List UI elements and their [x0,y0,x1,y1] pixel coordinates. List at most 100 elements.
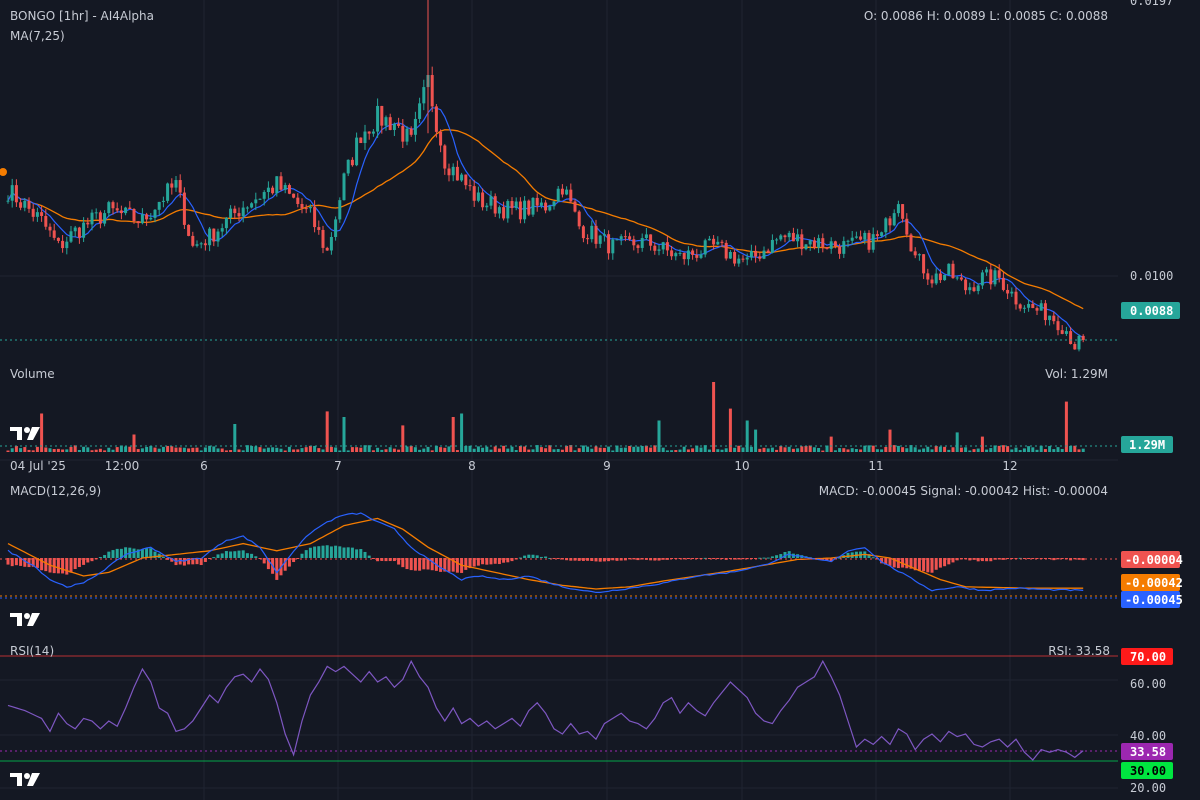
volume-bar [262,448,266,452]
volume-bar [258,447,262,452]
candle-body [317,227,321,230]
volume-bar [926,446,930,452]
volume-bar [111,449,115,452]
macd-histogram-bar [388,558,392,562]
macd-histogram-bar [497,558,501,565]
rsi-pane[interactable] [0,655,1118,762]
tradingview-logo-icon[interactable] [10,427,40,440]
rsi-path [7,659,1084,761]
macd-histogram-bar [111,550,115,558]
macd-pane[interactable] [0,512,1118,599]
volume-bar [644,445,648,452]
macd-histogram-bar [926,558,930,573]
volume-bar [107,447,111,452]
macd-histogram-bar [384,558,388,562]
rsi-overbought-tag: 70.00 [1121,648,1173,665]
candle-body [128,207,132,209]
volume-bar [48,448,52,452]
candle-body [111,202,115,209]
macd-histogram-bar [506,558,510,563]
volume-bar [812,447,816,452]
candle-body [334,219,338,237]
candle-body [712,238,716,245]
candle-body [103,213,107,224]
volume-bar [103,450,107,452]
macd-histogram-bar [317,546,321,558]
candle-body [94,212,98,214]
volume-bar [930,449,934,452]
rsi-current-tag-box [1121,743,1173,760]
candle-body [405,128,409,142]
macd-histogram-bar [145,548,149,558]
macd-histogram-bar [896,558,900,569]
candle-body [976,285,980,292]
volume-bar [938,446,942,452]
volume-bar [136,449,140,452]
volume-bar [489,449,493,452]
candle-body [203,243,207,246]
macd-histogram-bar [703,557,707,559]
macd-histogram-bar [216,554,220,558]
candle-body [166,183,170,201]
volume-bar [901,447,905,452]
ma-label: MA(7,25) [10,29,65,43]
volume-bar [174,447,178,452]
tradingview-logo-icon[interactable] [10,773,40,786]
candle-body [619,236,623,240]
macd-histogram-bar [107,551,111,558]
macd-histogram-bar [304,550,308,558]
candle-body [1035,308,1039,311]
volume-bar [577,448,581,452]
volume-pane[interactable] [0,382,1118,452]
rsi-axis-tick-40: 40.00 [1130,729,1166,743]
candle-body [859,236,863,240]
volume-bar [397,449,401,452]
volume-bar [128,446,132,452]
volume-bar [951,447,955,452]
rsi-axis-tick-20: 20.00 [1130,781,1166,795]
candle-body [1018,304,1022,309]
macd-histogram-bar [867,554,871,558]
candle-body [287,185,291,194]
volume-bar [279,448,283,452]
volume-bar [90,450,94,452]
candle-body [119,210,123,214]
candle-body [649,234,653,246]
volume-bar [779,446,783,452]
price-pane[interactable] [0,0,1118,352]
macd-histogram-bar [283,558,287,571]
candle-body [544,202,548,211]
volume-bar [518,446,522,452]
volume-bar [749,446,753,452]
macd-signal-path [7,517,1084,590]
candle-body [863,232,867,240]
macd-histogram-bar [397,558,401,565]
candle-body [985,269,989,273]
volume-bar [720,449,724,452]
candle-body [632,239,636,246]
macd-histogram-bar [413,558,417,571]
candle-body [565,189,569,195]
volume-bar [325,411,329,452]
rsi-overbought-tag-text: 70.00 [1130,650,1166,664]
candle-body [682,252,686,260]
candle-body [178,180,182,193]
macd-histogram-bar [968,558,972,561]
candle-body [674,253,678,257]
volume-bar [497,448,501,452]
macd-histogram-bar [376,558,380,562]
candle-body [955,277,959,279]
volume-bar [678,449,682,452]
candle-body [913,251,917,256]
tradingview-logo-icon[interactable] [10,613,40,626]
volume-bar [388,447,392,452]
candle-body [749,250,753,258]
macd-histogram-bar [233,551,237,558]
volume-bar [943,446,947,452]
macd-histogram-bar [539,556,543,558]
volume-bar [980,436,984,452]
volume-bar [266,447,270,452]
candle-body [531,197,535,215]
